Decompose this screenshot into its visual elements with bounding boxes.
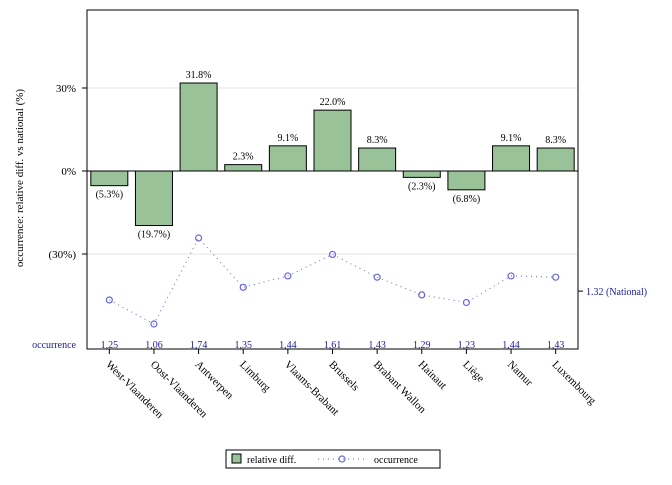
legend-marker-occurrence — [338, 455, 346, 463]
y-tick-label: (30%) — [49, 249, 77, 261]
x-tick-label: Limburg — [237, 359, 273, 395]
bar-value-label: (6.8%) — [453, 194, 481, 205]
bar-value-label: 9.1% — [501, 133, 522, 144]
bar — [402, 170, 441, 178]
occurrence-value: 1,06 — [145, 340, 163, 351]
bar — [224, 164, 263, 172]
bar-value-label: (19.7%) — [138, 230, 171, 241]
occurrence-value: 1,43 — [547, 340, 565, 351]
x-tick-label: Namur — [505, 359, 535, 389]
reference-label: 1.32 (National) — [586, 287, 647, 298]
bar-value-label: 31.8% — [186, 70, 212, 81]
legend-label-bar: relative diff. — [247, 455, 296, 466]
bar-value-label: 8.3% — [545, 135, 566, 146]
y-axis-label: occurrence: relative diff. vs national (… — [14, 89, 26, 267]
occurrence-marker — [150, 320, 158, 328]
occurrence-value: 1,74 — [190, 340, 208, 351]
occurrence-value: 1,44 — [502, 340, 520, 351]
occurrence-row-label: occurrence — [32, 340, 76, 351]
occurrence-value: 1,61 — [324, 340, 342, 351]
occurrence-marker — [373, 273, 381, 281]
occurrence-marker — [462, 298, 471, 307]
bar — [492, 145, 531, 172]
bar-value-label: 8.3% — [367, 135, 388, 146]
occurrence-marker — [328, 250, 337, 259]
x-tick-label: Liège — [460, 359, 486, 385]
occurrence-marker — [507, 272, 515, 280]
y-tick-label: 30% — [56, 83, 76, 95]
occurrence-value: 1,29 — [413, 340, 431, 351]
occurrence-value: 1,35 — [234, 340, 252, 351]
bar — [447, 170, 486, 191]
bar — [358, 147, 397, 172]
bar-value-label: 22.0% — [320, 97, 346, 108]
occurrence-marker — [194, 234, 203, 242]
bar — [536, 147, 575, 172]
bar — [268, 145, 307, 172]
occurrence-value: 1,23 — [458, 340, 476, 351]
x-tick-label: Luxembourg — [550, 359, 599, 408]
occurrence-value: 1,25 — [101, 340, 119, 351]
y-tick-label: 0% — [61, 166, 76, 178]
bar-value-label: (2.3%) — [408, 181, 436, 192]
occurrence-marker — [284, 272, 292, 280]
bar-value-label: 9.1% — [277, 133, 298, 144]
x-tick-label: Antwerpen — [192, 359, 235, 402]
occurrence-value: 1,43 — [368, 340, 386, 351]
x-tick-label: Hainaut — [416, 359, 449, 392]
occurrence-marker — [418, 291, 426, 299]
bar — [179, 82, 218, 172]
bar — [134, 170, 173, 227]
x-tick-label: Brussels — [326, 359, 361, 394]
legend-swatch-bar — [231, 453, 242, 464]
occurrence-value: 1,44 — [279, 340, 297, 351]
occurrence-marker — [239, 283, 247, 291]
occurrence-marker — [552, 273, 560, 281]
bar — [90, 170, 129, 187]
occurrence-line — [109, 237, 556, 325]
legend-label-occurrence: occurrence — [374, 455, 418, 466]
bar-value-label: 2.3% — [233, 152, 254, 163]
bar — [313, 109, 352, 172]
bar-value-label: (5.3%) — [96, 190, 124, 201]
occurrence-marker — [105, 296, 113, 304]
